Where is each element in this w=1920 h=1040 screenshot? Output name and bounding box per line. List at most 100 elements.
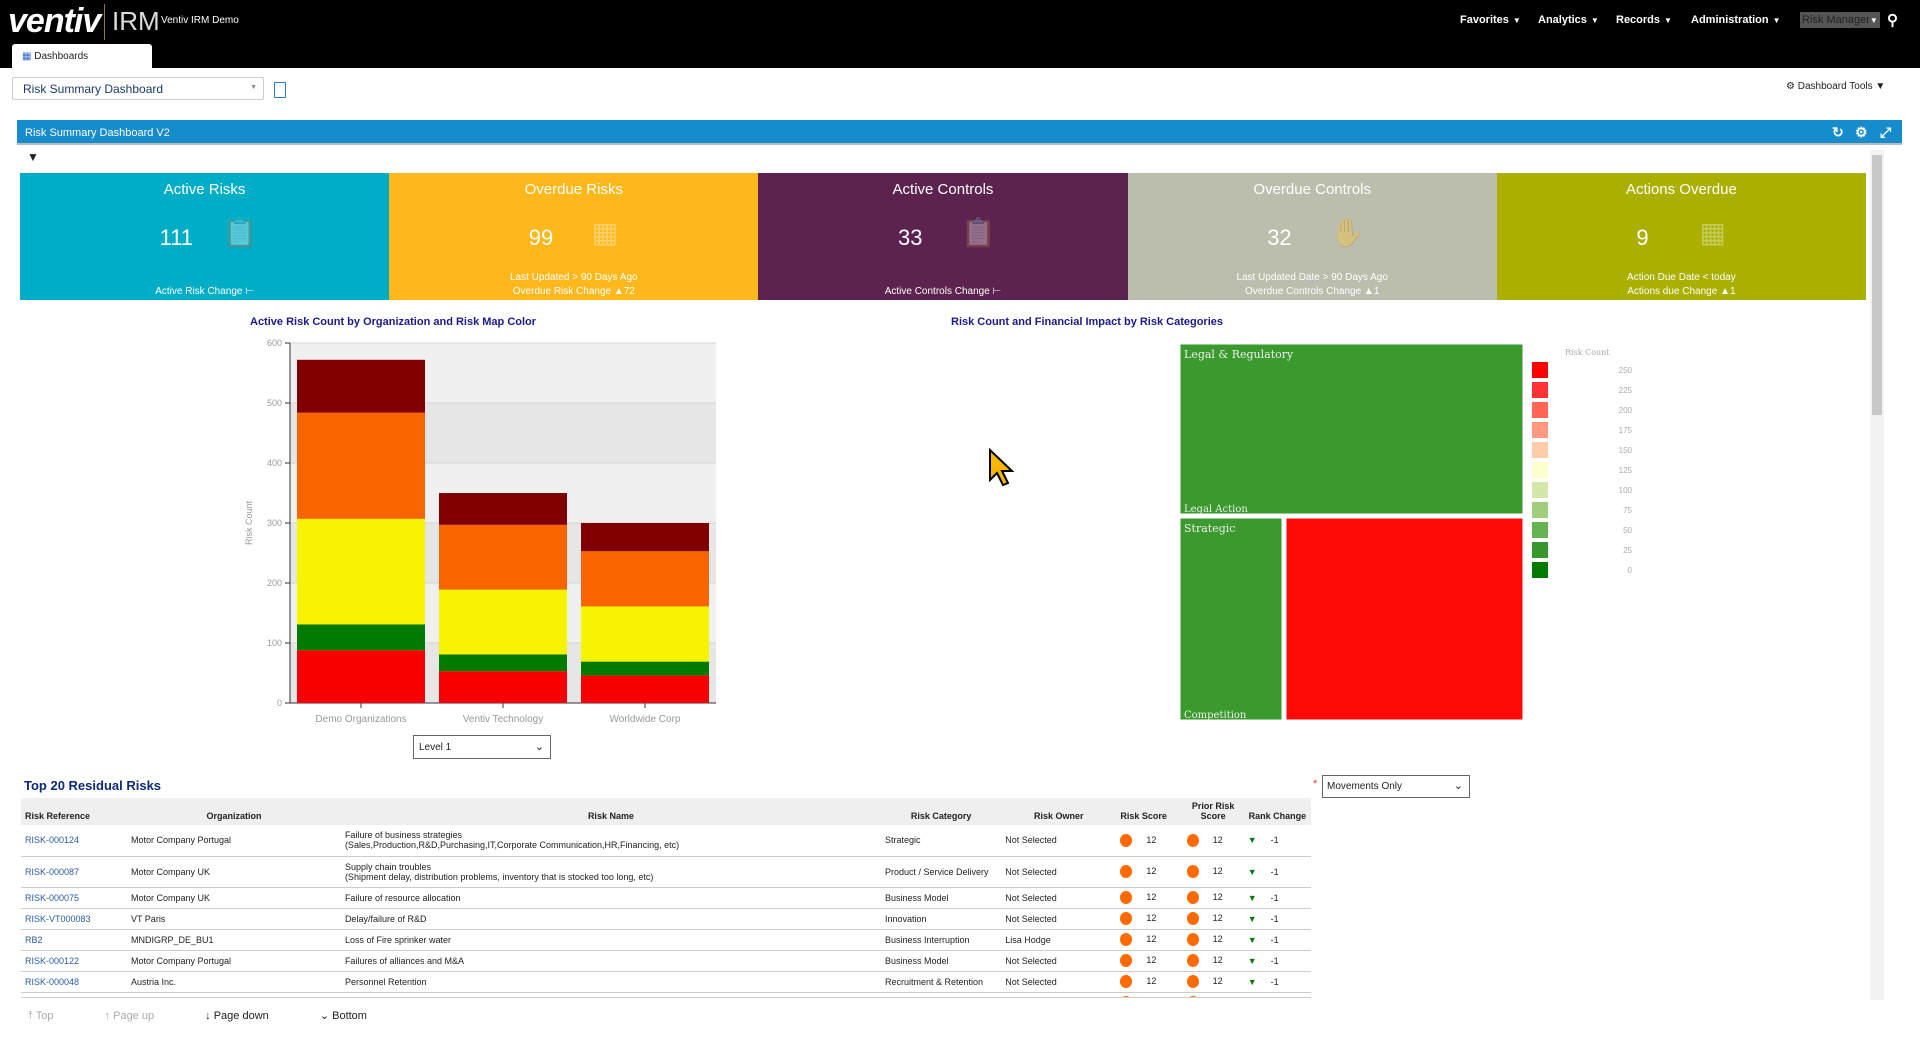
chevron-down-icon: ⌄ <box>1453 780 1463 792</box>
column-header[interactable]: Risk Reference <box>21 798 127 825</box>
risk-reference-link[interactable]: RB2 <box>21 929 127 951</box>
table-row[interactable]: RISK-000048 Austria Inc. Personnel Retenti… <box>21 971 1311 993</box>
logo-divider <box>104 4 105 40</box>
expand-icon[interactable]: ⤢ <box>1880 124 1892 140</box>
kpi-card[interactable]: Active Controls 33 📋 Active Controls Change… <box>758 173 1128 300</box>
kpi-title: Overdue Controls <box>1253 181 1371 198</box>
legend-label: 50 <box>1623 526 1632 535</box>
dashboard-select[interactable]: Risk Summary Dashboard ▼ <box>12 77 264 100</box>
kpi-card[interactable]: Actions Overdue 9 ▦ Action Due Date < today… <box>1496 173 1866 300</box>
table-row[interactable]: RISK-000122 Motor Company Portugal Failure… <box>21 950 1311 972</box>
column-header[interactable]: Rank Change <box>1243 798 1311 825</box>
down-triangle-icon: ▼ <box>1247 976 1257 987</box>
rank-change-cell: ▼ -1 <box>1243 856 1311 888</box>
filter-icon[interactable]: ▼ <box>27 150 39 164</box>
column-header[interactable]: Risk Category <box>880 798 1002 825</box>
risk-reference-link[interactable]: RISK-000075 <box>21 887 127 909</box>
organization-cell: Motor Company UK <box>126 856 341 888</box>
column-header[interactable]: Risk Owner <box>1001 798 1117 825</box>
legend-swatch <box>1532 542 1548 558</box>
risk-reference-link[interactable]: RISK-000019 <box>21 992 127 997</box>
logo-irm: IRM <box>112 6 160 36</box>
bar-segment <box>297 650 425 703</box>
user-name: Risk Manager <box>1802 14 1870 26</box>
risk-category-cell: Business Interruption <box>880 929 1002 951</box>
kpi-card[interactable]: Overdue Controls 32 ✋ Last Updated Date > 9… <box>1127 173 1497 300</box>
risk-reference-link[interactable]: RISK-000087 <box>21 856 127 888</box>
search-icon[interactable]: ⚲ <box>1887 12 1898 29</box>
legend-label: 25 <box>1623 546 1632 555</box>
risk-reference-link[interactable]: RISK-000048 <box>21 971 127 993</box>
table-row[interactable]: RISK-VT000083 VT Paris Delay/failure of R&… <box>21 908 1311 930</box>
treemap-node[interactable] <box>1179 517 1283 721</box>
pager-top[interactable]: ⤒ Top <box>28 1010 54 1022</box>
kpi-change[interactable]: Active Controls Change ⊢ <box>884 286 1002 297</box>
risk-reference-link[interactable]: RISK-000122 <box>21 950 127 972</box>
kpi-change[interactable]: Overdue Controls Change ▲1 <box>1244 286 1380 297</box>
mouse-cursor-icon <box>989 448 1015 487</box>
risk-score-cell: 12 <box>1116 908 1183 930</box>
treemap-sublabel: Competition <box>1184 710 1247 721</box>
user-menu[interactable]: Risk Manager▼ <box>1800 12 1880 28</box>
column-header[interactable]: Prior Risk Score <box>1182 798 1244 825</box>
rank-change: -1 <box>1270 913 1279 924</box>
organization-cell: VT Paris <box>126 908 341 930</box>
treemap-node[interactable] <box>1179 343 1524 515</box>
down-triangle-icon: ▼ <box>1247 955 1257 966</box>
bar-segment <box>581 523 709 552</box>
risk-reference-link[interactable]: RISK-VT000083 <box>21 908 127 930</box>
nav-analytics[interactable]: Analytics ▼ <box>1538 14 1599 26</box>
ventiv-logo[interactable]: ventiv <box>8 2 101 40</box>
column-header[interactable]: Risk Name <box>340 798 881 825</box>
scrollbar-thumb[interactable] <box>1872 155 1882 415</box>
kpi-card[interactable]: Active Risks 111 📋 Active Risk Change ⊢ <box>20 173 390 300</box>
pager-label: Bottom <box>332 1010 367 1022</box>
nav-administration[interactable]: Administration ▼ <box>1691 14 1781 26</box>
rank-change: -1 <box>1270 835 1279 846</box>
report-icon[interactable] <box>274 82 286 98</box>
risk-reference-link[interactable]: RISK-000124 <box>21 825 127 857</box>
rank-change-cell: ▼ -1 <box>1243 929 1311 951</box>
risk-score: 12 <box>1146 975 1157 986</box>
risk-score: 12 <box>1146 997 1156 998</box>
table-row[interactable]: RISK-000087 Motor Company UK Supply chain … <box>21 856 1311 888</box>
required-asterisk: * <box>1313 778 1318 790</box>
column-header[interactable]: Organization <box>126 798 341 825</box>
level-select[interactable]: Level 1 ⌄ <box>413 735 551 759</box>
nav-records[interactable]: Records ▼ <box>1616 14 1672 26</box>
kpi-change[interactable]: Actions due Change ▲1 <box>1627 286 1736 297</box>
risk-name: Personnel Retention <box>344 976 427 987</box>
pager-page-down[interactable]: ↓ Page down <box>205 1010 269 1022</box>
legend-swatch <box>1532 462 1548 478</box>
dashboard-tools-button[interactable]: ⚙ Dashboard Tools ▼ <box>1786 81 1885 92</box>
kpi-change[interactable]: Overdue Risk Change ▲72 <box>512 286 635 297</box>
score-dot-icon <box>1120 833 1133 847</box>
table-row[interactable]: RISK-000019Paul Evans Solicitors Professi… <box>21 992 1311 998</box>
treemap-node[interactable] <box>1285 517 1524 721</box>
risk-category-cell: Compliance <box>880 992 1002 997</box>
legend-label: 100 <box>1619 486 1633 495</box>
risk-name-cell: Failure of business strategies (Sales,Pro… <box>340 825 881 857</box>
table-row[interactable]: RISK-000124 Motor Company Portugal Failure… <box>21 825 1311 857</box>
down-triangle-icon: ▼ <box>1247 892 1257 903</box>
prior-score: 12 <box>1212 912 1223 923</box>
dashboard-tools-label: Dashboard Tools <box>1797 81 1873 92</box>
pager-page-up[interactable]: ↑ Page up <box>104 1010 155 1022</box>
nav-favorites[interactable]: Favorites ▼ <box>1460 14 1521 26</box>
movements-select[interactable]: Movements Only ⌄ <box>1322 775 1470 798</box>
table-row[interactable]: RB2 MNDIGRP_DE_BU1 Loss of Fire sprinker w… <box>21 929 1311 951</box>
pager-bottom[interactable]: ⌄ Bottom <box>319 1010 367 1022</box>
prior-score: 12 <box>1212 933 1223 944</box>
tab-dashboards[interactable]: ▦ Dashboards <box>12 44 152 68</box>
table-row[interactable]: RISK-000075 Motor Company UK Failure of re… <box>21 887 1311 909</box>
kpi-change[interactable]: Active Risk Change ⊢ <box>155 286 254 297</box>
risk-score-cell: 12 <box>1116 887 1183 909</box>
risk-name: Delay/failure of R&D <box>344 913 427 924</box>
kpi-title: Active Controls <box>892 181 994 198</box>
kpi-card[interactable]: Overdue Risks 99 ▦ Last Updated > 90 Days A… <box>389 173 759 300</box>
column-header[interactable]: Risk Score <box>1116 798 1183 825</box>
legend-swatch <box>1532 482 1548 498</box>
gear-icon[interactable]: ⚙ <box>1855 124 1868 140</box>
y-tick-label: 400 <box>267 458 282 468</box>
refresh-icon[interactable]: ↻ <box>1832 124 1844 140</box>
